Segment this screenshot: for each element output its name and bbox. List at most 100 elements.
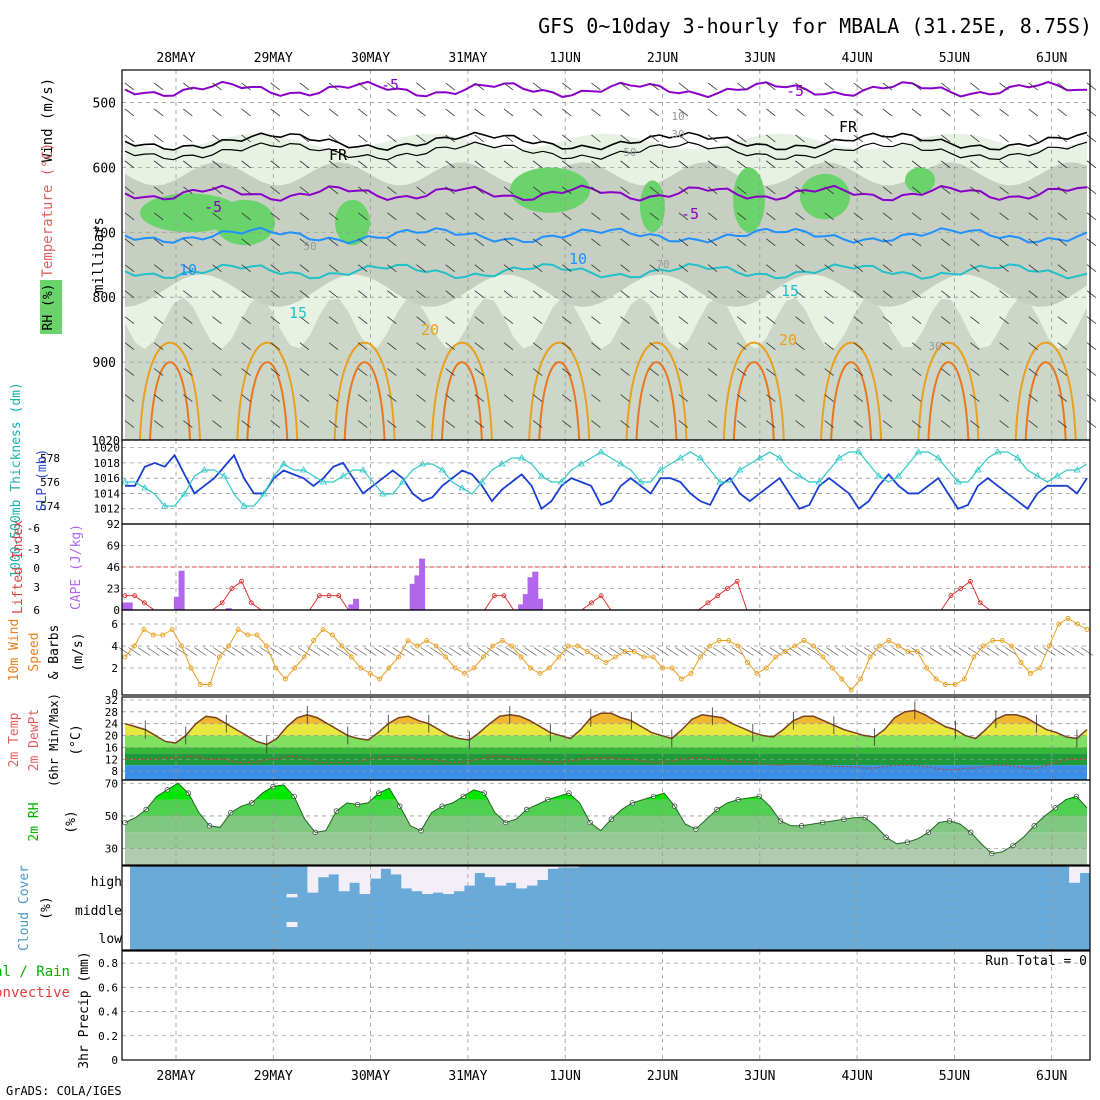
wind-barb: [620, 212, 630, 221]
wind-barb: [795, 290, 805, 299]
cloud-bar-high: [463, 866, 475, 886]
wind-barb: [416, 342, 426, 350]
wind-barb: [1057, 342, 1068, 350]
wind-barb: [882, 316, 893, 324]
wind-barb: [474, 316, 485, 324]
wind-barb: [760, 647, 773, 656]
axis-label-rh: RH (%): [41, 284, 56, 331]
contour-label: 30: [928, 340, 941, 353]
wind-barb: [387, 316, 397, 324]
series-wind-speed: [124, 617, 1088, 691]
wind-barb: [212, 212, 222, 221]
wind-point: [1027, 671, 1033, 676]
wind-barb: [562, 238, 572, 247]
cloud-bar-high: [1069, 866, 1081, 883]
wind-barb: [958, 647, 971, 656]
wind-barb: [824, 212, 834, 221]
wind-barb: [124, 82, 135, 91]
contour-25-loop: [343, 361, 386, 441]
wind-point: [763, 665, 769, 671]
date-label-bottom: 28MAY: [156, 1069, 195, 1084]
wind-barb: [940, 108, 951, 117]
wind-barb: [183, 290, 193, 299]
wind-barb: [999, 160, 1009, 169]
wind-point: [895, 643, 901, 649]
wind-barb: [999, 212, 1009, 221]
wind-barb: [970, 316, 980, 324]
wind-barb: [649, 420, 659, 428]
li-point: [248, 600, 254, 606]
thickness-point: [974, 466, 982, 473]
cloud-bar-high: [526, 866, 538, 886]
wind-frame: [121, 609, 1091, 696]
wind-barb: [911, 342, 922, 350]
wind-barb: [503, 212, 514, 221]
wind-barb: [678, 368, 689, 376]
wind-barb: [299, 368, 310, 376]
wind-barb: [357, 160, 368, 169]
cloud-bar-high: [390, 866, 402, 875]
wind-barb: [678, 316, 689, 324]
wind-barb: [590, 647, 603, 656]
wind-point: [396, 654, 401, 660]
wind-barb: [316, 647, 330, 656]
wind-barb: [1005, 647, 1018, 656]
wind-point: [811, 643, 816, 649]
wind-point: [1075, 621, 1081, 627]
wind-barb: [591, 342, 601, 350]
wind-barb: [795, 342, 805, 350]
wind-barb: [873, 647, 886, 656]
cloud-bar-high: [401, 866, 413, 889]
wind-barb: [416, 394, 426, 402]
wind-barb: [445, 394, 455, 402]
contour-freezing: [124, 131, 1088, 151]
wind-barb: [532, 212, 543, 221]
wind-barb: [970, 368, 980, 376]
wind-barb: [328, 368, 339, 376]
wind-barb: [707, 212, 718, 221]
wind-point: [1009, 643, 1014, 649]
wind-barb: [999, 108, 1009, 117]
wind-barb: [678, 290, 689, 299]
wind-barb: [382, 647, 396, 656]
li-point: [219, 600, 225, 606]
wind-barb: [940, 394, 951, 402]
bottom-date-axis: 28MAY 29MAY 30MAY 31MAY 1JUN 2JUN 3JUN 4JUN 5JUN…: [156, 1069, 1067, 1084]
pressure-tick-label: 800: [93, 291, 116, 306]
wind-barb: [999, 238, 1009, 247]
wind-barb: [940, 134, 951, 143]
wind-barb: [999, 420, 1009, 428]
date-label-bottom: 31MAY: [448, 1069, 487, 1084]
wind-barb: [1028, 290, 1038, 299]
contour-label: 10: [179, 261, 197, 279]
wind-barb: [416, 238, 426, 247]
contour-label: -5: [681, 205, 699, 223]
wind-barb: [270, 212, 281, 221]
cape-bar: [532, 571, 539, 610]
wind-point: [452, 665, 458, 671]
wind-barb: [270, 394, 281, 402]
contour-15: [124, 262, 1088, 280]
axis-label-unit: (%): [39, 896, 54, 919]
contour-label: FR: [839, 118, 858, 136]
wind-barb: [620, 160, 630, 169]
wind-barb: [474, 238, 485, 247]
contour-20-loop: [528, 341, 591, 441]
cape-bar: [122, 602, 128, 610]
wind-barb: [299, 134, 310, 143]
wind-barb: [562, 290, 572, 299]
thickness-point: [537, 472, 546, 479]
series-2m-dewpt: [125, 755, 1087, 771]
wind-barb: [591, 316, 601, 324]
wind-barb: [543, 647, 556, 656]
wind-barb: [620, 186, 630, 195]
wind-barb: [562, 82, 572, 91]
wind-barb: [357, 264, 368, 273]
wind-barb: [620, 316, 630, 324]
wind-barb: [1071, 647, 1084, 656]
thickness-point: [894, 472, 903, 479]
wind-point: [141, 627, 147, 632]
wind-barb: [153, 108, 164, 117]
wind-barb: [299, 238, 310, 247]
date-label-top: 2JUN: [647, 51, 678, 66]
